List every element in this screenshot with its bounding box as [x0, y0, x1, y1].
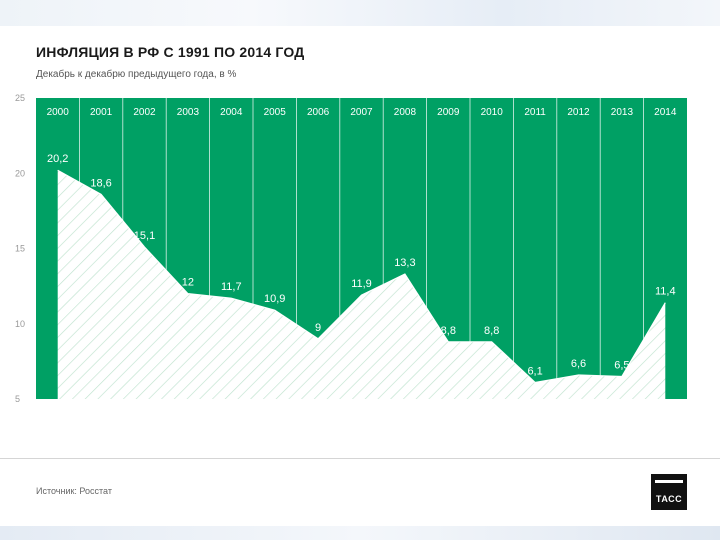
- value-label-2008: 13,3: [394, 257, 415, 269]
- year-label-2013: 2013: [611, 107, 634, 118]
- year-label-2004: 2004: [220, 107, 243, 118]
- year-label-2002: 2002: [133, 107, 156, 118]
- value-label-2011: 6,1: [527, 365, 542, 377]
- y-tick-5: 5: [15, 394, 20, 404]
- year-label-2012: 2012: [567, 107, 590, 118]
- year-label-2005: 2005: [264, 107, 287, 118]
- year-label-2010: 2010: [481, 107, 504, 118]
- top-decorative-band: [0, 0, 720, 26]
- value-label-2004: 11,7: [221, 281, 242, 293]
- year-label-2008: 2008: [394, 107, 417, 118]
- bottom-decorative-band: [0, 526, 720, 540]
- year-label-2007: 2007: [350, 107, 373, 118]
- year-label-2006: 2006: [307, 107, 330, 118]
- value-label-2002: 15,1: [134, 230, 155, 242]
- year-label-2000: 2000: [47, 107, 70, 118]
- tass-logo-bar: [655, 480, 683, 483]
- value-label-2010: 8,8: [484, 325, 499, 337]
- y-tick-15: 15: [15, 244, 25, 254]
- value-label-2006: 9: [315, 322, 321, 334]
- y-tick-20: 20: [15, 168, 25, 178]
- value-label-2005: 10,9: [264, 293, 285, 305]
- footer-divider: [0, 458, 720, 459]
- chart-subtitle: Декабрь к декабрю предыдущего года, в %: [36, 69, 237, 80]
- tass-logo-text: ТАСС: [655, 494, 683, 504]
- value-label-2001: 18,6: [90, 177, 111, 189]
- year-label-2014: 2014: [654, 107, 677, 118]
- inflation-area: [57, 170, 666, 399]
- year-label-2001: 2001: [90, 107, 113, 118]
- year-label-2003: 2003: [177, 107, 200, 118]
- year-label-2009: 2009: [437, 107, 460, 118]
- value-label-2009: 8,8: [441, 325, 456, 337]
- value-label-2014: 11,4: [655, 286, 676, 298]
- value-label-2013: 6,5: [614, 359, 629, 371]
- value-label-2012: 6,6: [571, 358, 586, 370]
- value-label-2007: 11,9: [351, 278, 372, 290]
- year-label-2011: 2011: [524, 107, 546, 118]
- value-label-2003: 12: [182, 277, 194, 289]
- value-label-2000: 20,2: [47, 153, 68, 165]
- y-tick-10: 10: [15, 319, 25, 329]
- source-note: Источник: Росстат: [36, 486, 112, 496]
- y-tick-25: 25: [15, 93, 25, 103]
- chart-title: ИНФЛЯЦИЯ В РФ С 1991 ПО 2014 ГОД: [36, 44, 305, 60]
